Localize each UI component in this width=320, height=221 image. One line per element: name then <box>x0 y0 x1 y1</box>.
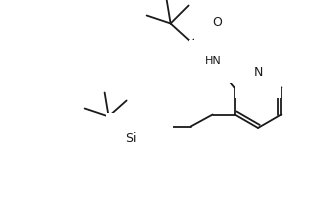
Text: O: O <box>213 16 222 29</box>
Text: Si: Si <box>125 132 136 145</box>
Text: N: N <box>253 67 263 80</box>
Text: HN: HN <box>205 57 222 67</box>
Text: O: O <box>145 132 155 145</box>
